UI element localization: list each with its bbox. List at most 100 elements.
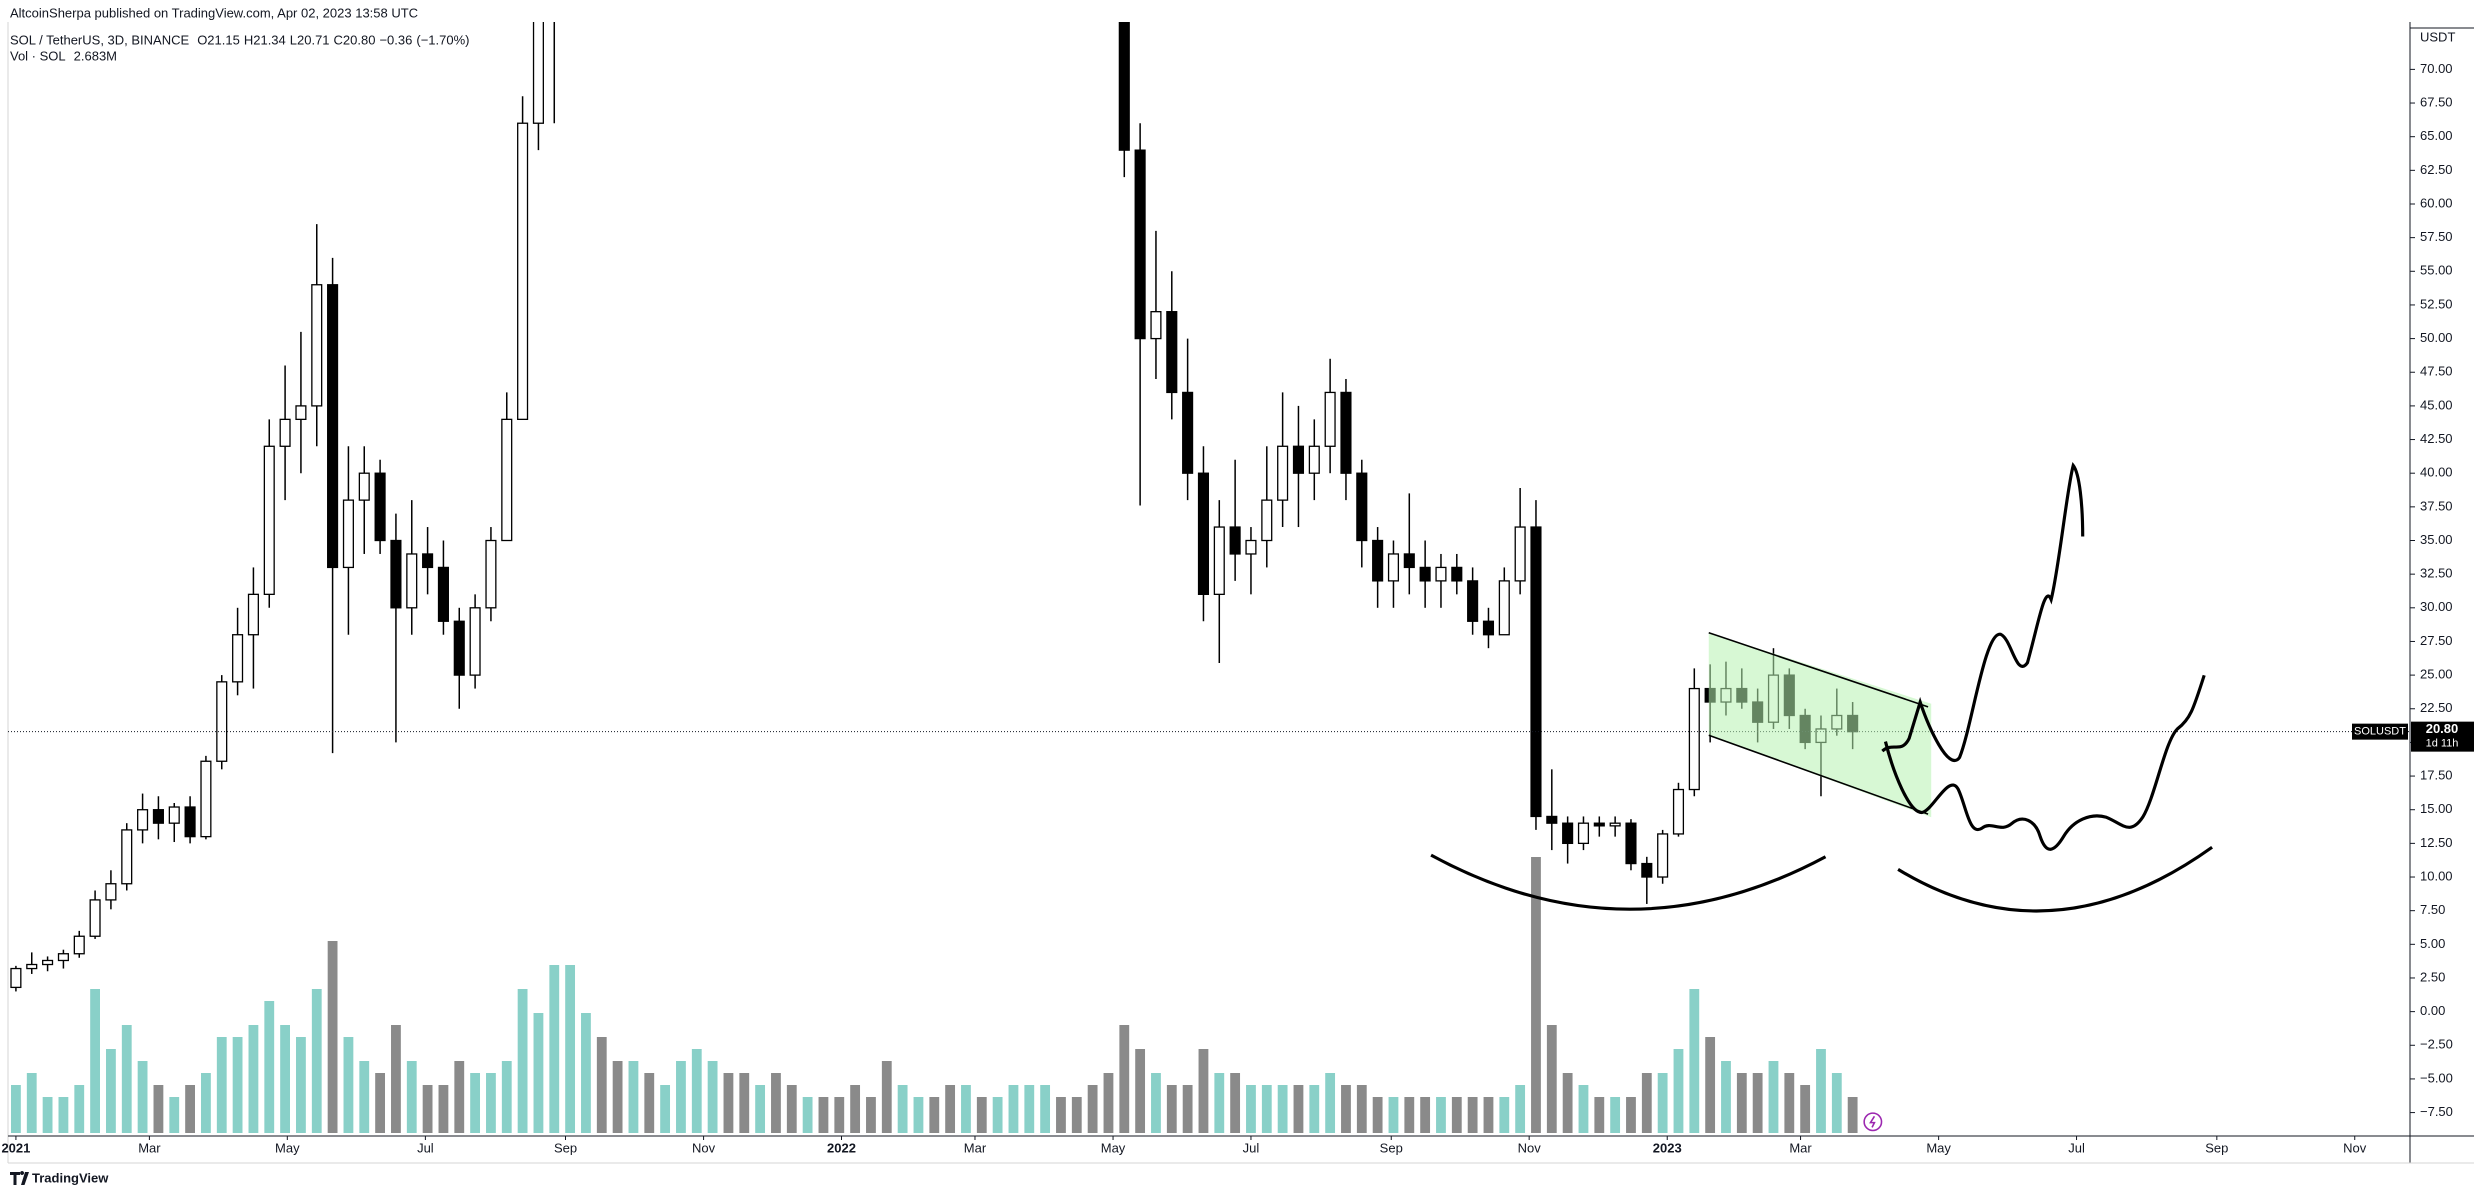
candle-body bbox=[1340, 391, 1352, 474]
y-tick-label: 32.50 bbox=[2420, 566, 2453, 581]
volume-bar bbox=[1721, 1061, 1731, 1133]
volume-bar bbox=[1499, 1097, 1510, 1133]
change: −0.36 bbox=[379, 32, 412, 47]
volume-bar bbox=[1198, 1049, 1209, 1133]
volume-bar bbox=[676, 1061, 686, 1133]
candle-body bbox=[485, 539, 497, 609]
volume-bar bbox=[1752, 1073, 1763, 1133]
volume-bar bbox=[1103, 1073, 1114, 1133]
brand[interactable]: TradingView bbox=[32, 1170, 109, 1185]
volume-bar bbox=[121, 1025, 132, 1133]
volume-bar bbox=[1119, 1025, 1130, 1133]
x-tick-label: Sep bbox=[554, 1140, 577, 1155]
price-box bbox=[2411, 721, 2474, 752]
candle-body bbox=[1197, 472, 1210, 595]
candle-body bbox=[1593, 822, 1605, 827]
volume-bar bbox=[391, 1025, 401, 1133]
volume-bar bbox=[628, 1061, 639, 1133]
y-tick-label: 60.00 bbox=[2420, 195, 2453, 210]
volume-bar bbox=[1293, 1085, 1304, 1133]
candle-body bbox=[1514, 526, 1526, 582]
event-icon-bolt bbox=[1869, 1115, 1876, 1128]
volume-bar bbox=[58, 1097, 69, 1133]
volume-bar bbox=[1182, 1085, 1193, 1133]
candle-body bbox=[1324, 391, 1336, 447]
volume-bar bbox=[185, 1085, 195, 1133]
volume-bar bbox=[1008, 1085, 1019, 1133]
volume-bar bbox=[517, 989, 528, 1133]
y-tick-label: 2.50 bbox=[2420, 969, 2445, 984]
volume-bar bbox=[834, 1097, 845, 1133]
candle-body bbox=[121, 829, 133, 885]
y-tick-label: 55.00 bbox=[2420, 263, 2453, 278]
volume-bar bbox=[1768, 1061, 1779, 1133]
volume-bar bbox=[596, 1037, 607, 1133]
candle-body bbox=[279, 418, 291, 447]
x-tick-label: Jul bbox=[417, 1140, 434, 1155]
channel-bottom bbox=[1708, 734, 1929, 815]
volume-bar bbox=[1626, 1097, 1636, 1133]
candle-body bbox=[1498, 580, 1510, 636]
annotations bbox=[1430, 462, 2213, 1132]
candle-body bbox=[406, 553, 418, 609]
volume-bar bbox=[1705, 1037, 1716, 1133]
volume-bar bbox=[1515, 1085, 1526, 1133]
y-tick-label: 0.00 bbox=[2420, 1003, 2445, 1018]
countdown: 1d 11h bbox=[2426, 738, 2459, 750]
y-tick-label: 5.00 bbox=[2420, 936, 2445, 951]
volume-bar bbox=[1689, 989, 1700, 1133]
volume-bar bbox=[723, 1073, 734, 1133]
y-tick-label: 10.00 bbox=[2420, 868, 2453, 883]
volume-bar bbox=[786, 1085, 797, 1133]
x-tick-label: Nov bbox=[1518, 1140, 1542, 1155]
x-tick-label: 2022 bbox=[827, 1140, 856, 1155]
channel-top bbox=[1708, 631, 1929, 708]
volume-bar bbox=[1214, 1073, 1225, 1133]
x-tick-label: May bbox=[1101, 1140, 1126, 1155]
candle-body bbox=[1277, 445, 1289, 501]
candle-body bbox=[311, 284, 323, 407]
candle-body bbox=[1213, 526, 1225, 595]
y-tick-label: 45.00 bbox=[2420, 397, 2453, 412]
volume-bar bbox=[1024, 1085, 1035, 1133]
volume-bar bbox=[1246, 1085, 1256, 1133]
candle-body bbox=[1530, 526, 1542, 818]
candle-body bbox=[1546, 815, 1558, 824]
volume-bar bbox=[1531, 857, 1541, 1133]
candle-body bbox=[374, 472, 386, 542]
candle-body bbox=[358, 472, 370, 501]
y-tick-label: 57.50 bbox=[2420, 229, 2453, 244]
y-tick-label: 25.00 bbox=[2420, 667, 2453, 682]
candle-body bbox=[137, 809, 149, 831]
y-tick-label: 67.50 bbox=[2420, 94, 2453, 109]
y-tick-label: −2.50 bbox=[2420, 1037, 2453, 1052]
event-icon[interactable] bbox=[1863, 1112, 1883, 1132]
volume-last: 2.683M bbox=[74, 48, 117, 63]
candle-body bbox=[517, 122, 529, 421]
volume-bar bbox=[1388, 1097, 1399, 1133]
volume-bar bbox=[691, 1049, 702, 1133]
candle-body bbox=[152, 809, 164, 824]
volume-name: Vol · SOL bbox=[10, 48, 66, 63]
x-tick-label: 2023 bbox=[1653, 1140, 1682, 1155]
volume-bar bbox=[913, 1097, 924, 1133]
volume-bar bbox=[1800, 1085, 1811, 1133]
volume-bar bbox=[755, 1085, 766, 1133]
candle-body bbox=[1482, 620, 1495, 636]
volume-bar bbox=[1736, 1073, 1747, 1133]
volume-bar bbox=[1594, 1097, 1605, 1133]
volume-bar bbox=[1056, 1097, 1066, 1133]
volume-bar bbox=[771, 1073, 781, 1133]
volume-bar bbox=[375, 1073, 386, 1133]
volume-bar bbox=[169, 1097, 180, 1133]
volume-bar bbox=[976, 1097, 987, 1133]
volume-bar bbox=[42, 1097, 53, 1133]
volume-bar bbox=[137, 1061, 148, 1133]
volume-bar bbox=[327, 941, 338, 1133]
volume-bar bbox=[406, 1061, 417, 1133]
volume-bar bbox=[707, 1061, 718, 1133]
candle-body bbox=[105, 883, 117, 901]
volume-bar bbox=[992, 1097, 1003, 1133]
left-arc bbox=[1430, 853, 1827, 911]
